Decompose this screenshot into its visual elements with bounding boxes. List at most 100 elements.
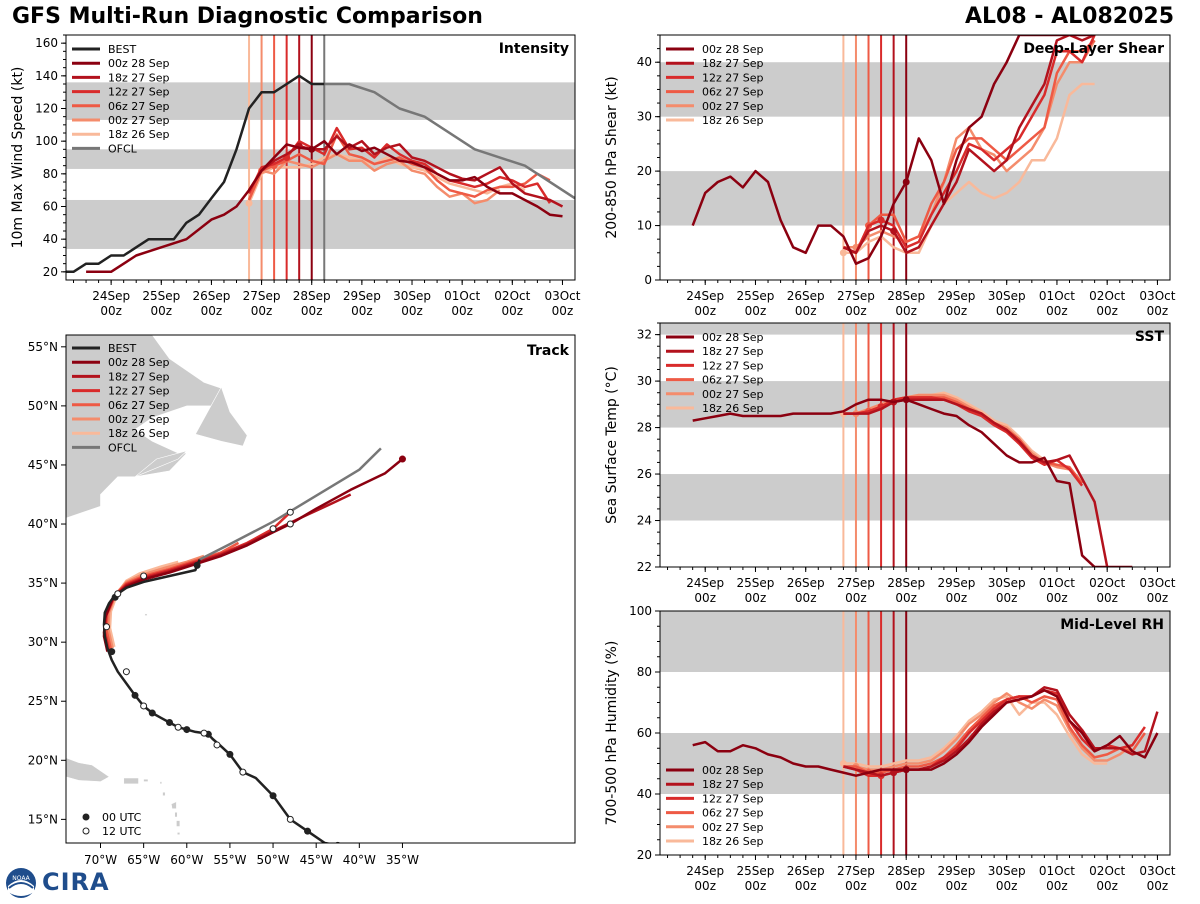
intensity-ytick-label: 40 bbox=[43, 232, 58, 246]
sst-xtick-label: 29Sep bbox=[938, 576, 976, 590]
intensity-init-marker-00z-28-sep bbox=[308, 145, 316, 153]
track-marker-00utc bbox=[108, 648, 116, 656]
rh-shade-band bbox=[660, 611, 1170, 672]
intensity-xtick-sublabel: 00z bbox=[451, 304, 473, 318]
rh-xtick-sublabel: 00z bbox=[946, 879, 968, 893]
rh-xtick-label: 26Sep bbox=[787, 864, 825, 878]
intensity-xtick-label: 29Sep bbox=[343, 289, 381, 303]
shear-xtick-sublabel: 00z bbox=[895, 304, 917, 318]
rh-xtick-sublabel: 00z bbox=[1147, 879, 1169, 893]
shear-ylabel: 200-850 hPa Shear (kt) bbox=[604, 76, 620, 238]
nova-scotia-landmass bbox=[134, 450, 188, 478]
sst-ytick-label: 28 bbox=[637, 421, 652, 435]
sst-xtick-sublabel: 00z bbox=[1147, 591, 1169, 605]
newfoundland-landmass bbox=[194, 386, 248, 447]
caribbean-island bbox=[162, 791, 166, 796]
rh-xtick-sublabel: 00z bbox=[745, 879, 767, 893]
track-lon-label: 35°W bbox=[386, 853, 419, 867]
rh-xtick-sublabel: 00z bbox=[845, 879, 867, 893]
sst-ytick-label: 24 bbox=[637, 514, 652, 528]
rh-panel: 2040608010024Sep00z25Sep00z26Sep00z27Sep… bbox=[604, 604, 1176, 893]
sst-xtick-sublabel: 00z bbox=[1096, 591, 1118, 605]
rh-legend-label-00z-27-sep: 00z 27 Sep bbox=[702, 821, 764, 834]
intensity-xtick-label: 27Sep bbox=[243, 289, 281, 303]
track-legend-label-18z-27-sep: 18z 27 Sep bbox=[108, 370, 170, 383]
noaa-logo-icon: NOAA bbox=[6, 868, 36, 898]
caribbean-island bbox=[176, 820, 181, 827]
rh-ytick-label: 60 bbox=[637, 726, 652, 740]
track-series-00z-28-sep bbox=[102, 458, 404, 652]
rh-legend-label-00z-28-sep: 00z 28 Sep bbox=[702, 764, 764, 777]
rh-series-00z-28-sep bbox=[692, 689, 1159, 777]
intensity-ytick-label: 100 bbox=[35, 134, 58, 148]
shear-xtick-label: 03Oct bbox=[1139, 289, 1175, 303]
track-marker-00utc bbox=[148, 709, 156, 717]
shear-legend-label-18z-27-sep: 18z 27 Sep bbox=[702, 57, 764, 70]
intensity-series-group bbox=[66, 74, 575, 274]
intensity-legend-label-00z-27-sep: 00z 27 Sep bbox=[108, 114, 170, 127]
caribbean-island bbox=[177, 832, 181, 835]
track-marker-12utc bbox=[213, 741, 221, 749]
track-series-ofcl bbox=[199, 447, 382, 561]
sst-xtick-sublabel: 00z bbox=[1046, 591, 1068, 605]
intensity-xtick-label: 30Sep bbox=[393, 289, 431, 303]
track-marker-00utc bbox=[398, 455, 406, 463]
shear-series-00z-28-sep bbox=[691, 35, 1095, 265]
shear-xtick-sublabel: 00z bbox=[694, 304, 716, 318]
intensity-xtick-sublabel: 00z bbox=[401, 304, 423, 318]
track-series-12z-27-sep bbox=[103, 511, 292, 651]
shear-xtick-sublabel: 00z bbox=[996, 304, 1018, 318]
rh-xtick-sublabel: 00z bbox=[694, 879, 716, 893]
rh-xtick-label: 01Oct bbox=[1039, 864, 1075, 878]
intensity-xtick-sublabel: 00z bbox=[150, 304, 172, 318]
sst-frame bbox=[659, 322, 1171, 568]
sst-xtick-sublabel: 00z bbox=[996, 591, 1018, 605]
intensity-xtick-sublabel: 00z bbox=[351, 304, 373, 318]
shear-shade-band bbox=[660, 171, 1170, 226]
caribbean-island bbox=[66, 757, 110, 782]
track-lat-label: 45°N bbox=[28, 458, 58, 472]
rh-ytick-label: 80 bbox=[637, 665, 652, 679]
shear-init-marker-18z-27-sep bbox=[890, 227, 898, 235]
sst-series-00z-28-sep bbox=[692, 398, 1133, 567]
intensity-xtick-label: 25Sep bbox=[142, 289, 180, 303]
rh-legend-label-12z-27-sep: 12z 27 Sep bbox=[702, 792, 764, 805]
noaa-logo-text: NOAA bbox=[12, 875, 30, 882]
intensity-ytick-label: 160 bbox=[35, 36, 58, 50]
shear-xtick-sublabel: 00z bbox=[795, 304, 817, 318]
intensity-init-marker-18z-26-sep bbox=[245, 199, 253, 207]
shear-ytick-label: 40 bbox=[637, 55, 652, 69]
shear-xtick-label: 30Sep bbox=[988, 289, 1026, 303]
intensity-legend-label-ofcl: OFCL bbox=[108, 142, 138, 155]
intensity-ylabel: 10m Max Wind Speed (kt) bbox=[10, 67, 26, 249]
track-marker-12utc bbox=[286, 508, 294, 516]
intensity-xtick-sublabel: 00z bbox=[502, 304, 524, 318]
sst-xtick-sublabel: 00z bbox=[745, 591, 767, 605]
intensity-xtick-sublabel: 00z bbox=[301, 304, 323, 318]
intensity-legend-label-18z-27-sep: 18z 27 Sep bbox=[108, 71, 170, 84]
shear-ytick-label: 0 bbox=[644, 273, 652, 287]
shear-xtick-sublabel: 00z bbox=[1096, 304, 1118, 318]
sst-legend-label-18z-26-sep: 18z 26 Sep bbox=[702, 402, 764, 415]
shear-shade-band bbox=[660, 62, 1170, 117]
sst-panel: 22242628303224Sep00z25Sep00z26Sep00z27Se… bbox=[604, 322, 1176, 605]
shear-ytick-label: 20 bbox=[637, 164, 652, 178]
figure-title: GFS Multi-Run Diagnostic Comparison bbox=[12, 4, 483, 29]
track-title: Track bbox=[527, 343, 570, 359]
track-marker-00utc bbox=[193, 561, 201, 569]
track-marker-00utc bbox=[304, 827, 312, 835]
rh-init-marker-00z-28-sep bbox=[902, 766, 910, 774]
shear-legend-label-00z-27-sep: 00z 27 Sep bbox=[702, 100, 764, 113]
track-lat-label: 30°N bbox=[28, 635, 58, 649]
rh-legend-label-06z-27-sep: 06z 27 Sep bbox=[702, 807, 764, 820]
intensity-series-ofcl bbox=[324, 82, 575, 200]
shear-legend-label-18z-26-sep: 18z 26 Sep bbox=[702, 114, 764, 127]
intensity-shade-band bbox=[66, 82, 575, 120]
rh-xtick-label: 29Sep bbox=[938, 864, 976, 878]
intensity-xtick-label: 03Oct bbox=[544, 289, 580, 303]
intensity-legend-label-18z-26-sep: 18z 26 Sep bbox=[108, 128, 170, 141]
intensity-xtick-label: 28Sep bbox=[293, 289, 331, 303]
track-lon-label: 65°W bbox=[127, 853, 160, 867]
sst-xtick-label: 02Oct bbox=[1089, 576, 1125, 590]
shear-ytick-label: 10 bbox=[637, 219, 652, 233]
